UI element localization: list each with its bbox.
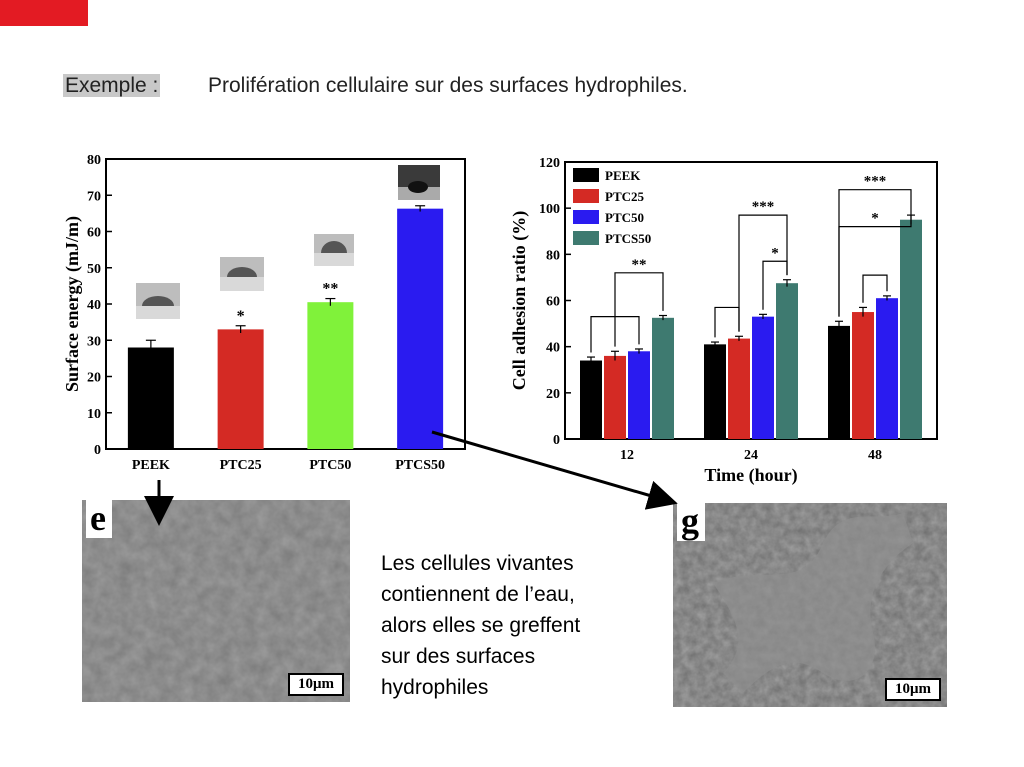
body-line: contiennent de l’eau, bbox=[381, 583, 575, 606]
y-tick-label: 30 bbox=[87, 334, 101, 349]
bar-peek-24 bbox=[704, 344, 726, 439]
sem-texture-e bbox=[82, 500, 350, 702]
bar-ptc50-48 bbox=[876, 298, 898, 439]
bar-ptcs50-24 bbox=[776, 283, 798, 439]
body-text: Les cellules vivantes contiennent de l’e… bbox=[381, 548, 651, 703]
y-tick-label: 70 bbox=[87, 189, 101, 204]
significance-bracket bbox=[862, 274, 888, 303]
significance-mark: * bbox=[237, 308, 245, 325]
sem-image-e: e 10μm bbox=[82, 500, 350, 702]
scale-bar: 10μm bbox=[288, 673, 344, 696]
significance-bracket bbox=[614, 272, 664, 347]
y-tick-label: 40 bbox=[87, 298, 101, 313]
bar-ptc25-48 bbox=[852, 312, 874, 439]
y-tick-label: 10 bbox=[87, 407, 101, 422]
bar-ptc50-24 bbox=[752, 316, 774, 439]
bar-ptcs50-12 bbox=[652, 317, 674, 439]
y-tick-label: 60 bbox=[87, 226, 101, 241]
bar-ptcs50 bbox=[397, 208, 444, 449]
sem-letter: g bbox=[677, 503, 705, 541]
legend-label: PTC50 bbox=[605, 210, 644, 225]
droplet-photo-ptc25 bbox=[220, 257, 264, 291]
significance-bracket bbox=[838, 189, 912, 317]
sem-letter: e bbox=[86, 500, 112, 538]
body-line: Les cellules vivantes bbox=[381, 552, 574, 575]
legend-label: PTCS50 bbox=[605, 231, 651, 246]
legend-swatch-ptcs50 bbox=[573, 231, 599, 245]
title-label: Exemple : bbox=[63, 74, 161, 97]
bar-ptc25 bbox=[217, 329, 264, 449]
slide-title: Exemple : Prolifération cellulaire sur d… bbox=[63, 74, 688, 98]
legend-swatch-peek bbox=[573, 168, 599, 182]
y-axis-label: Cell adhesion ratio (%) bbox=[509, 211, 530, 391]
x-tick-label: PTC25 bbox=[220, 458, 262, 473]
significance-bracket bbox=[738, 214, 788, 332]
y-tick-label: 20 bbox=[87, 371, 101, 386]
y-tick-label: 0 bbox=[94, 443, 101, 458]
y-tick-label: 50 bbox=[87, 262, 101, 277]
x-tick-label: PEEK bbox=[132, 458, 170, 473]
photo-insets bbox=[136, 165, 440, 319]
y-tick-label: 80 bbox=[546, 248, 560, 263]
body-line: sur des surfaces bbox=[381, 645, 536, 668]
sem-texture-g bbox=[673, 503, 947, 707]
accent-bar bbox=[0, 0, 88, 26]
y-tick-label: 60 bbox=[546, 295, 560, 310]
y-tick-label: 20 bbox=[546, 387, 560, 402]
bar-peek-48 bbox=[828, 325, 850, 439]
legend-label: PEEK bbox=[605, 168, 641, 183]
significance-mark: * bbox=[771, 245, 779, 261]
y-tick-label: 40 bbox=[546, 341, 560, 356]
bar-ptc50-12 bbox=[628, 351, 650, 439]
sem-image-g: g 10μm bbox=[673, 503, 947, 707]
arrow-ptcs50-to-g bbox=[431, 430, 678, 510]
significance-mark: * bbox=[871, 211, 879, 227]
x-tick-label: 12 bbox=[620, 448, 634, 463]
bar-peek bbox=[127, 347, 174, 449]
droplet-photo-ptcs50 bbox=[398, 165, 440, 200]
y-tick-label: 120 bbox=[539, 156, 560, 171]
body-line: hydrophiles bbox=[381, 676, 489, 699]
y-tick-label: 0 bbox=[553, 433, 560, 448]
droplet-photo-ptc50 bbox=[314, 234, 354, 266]
x-tick-label: PTC50 bbox=[309, 458, 351, 473]
legend-label: PTC25 bbox=[605, 189, 645, 204]
x-tick-label: 48 bbox=[868, 448, 882, 463]
title-text: Prolifération cellulaire sur des surface… bbox=[208, 74, 688, 97]
scale-bar: 10μm bbox=[885, 678, 941, 701]
y-tick-label: 100 bbox=[539, 202, 560, 217]
x-tick-label: PTCS50 bbox=[395, 458, 445, 473]
x-tick-label: 24 bbox=[744, 448, 758, 463]
legend-swatch-ptc50 bbox=[573, 210, 599, 224]
surface-energy-chart: 0 10 20 30 40 50 60 70 80 PEEK * PTC25 ** PTC50 PTCS50… bbox=[62, 153, 466, 473]
significance-mark: *** bbox=[752, 199, 775, 215]
bar-ptc25-24 bbox=[728, 338, 750, 439]
x-axis-label: Time (hour) bbox=[704, 465, 797, 486]
significance-mark: ** bbox=[632, 257, 647, 273]
significance-mark: *** bbox=[864, 174, 887, 190]
legend-swatch-ptc25 bbox=[573, 189, 599, 203]
bar-peek-12 bbox=[580, 360, 602, 439]
body-line: alors elles se greffent bbox=[381, 614, 581, 637]
bar-ptcs50-48 bbox=[900, 219, 922, 439]
bar-ptc25-12 bbox=[604, 355, 626, 439]
droplet-photo-peek bbox=[136, 283, 180, 319]
bar-ptc50 bbox=[307, 302, 354, 449]
y-axis-label: Surface energy (mJ/m) bbox=[62, 216, 83, 392]
y-tick-label: 80 bbox=[87, 153, 101, 168]
significance-mark: ** bbox=[322, 281, 338, 298]
